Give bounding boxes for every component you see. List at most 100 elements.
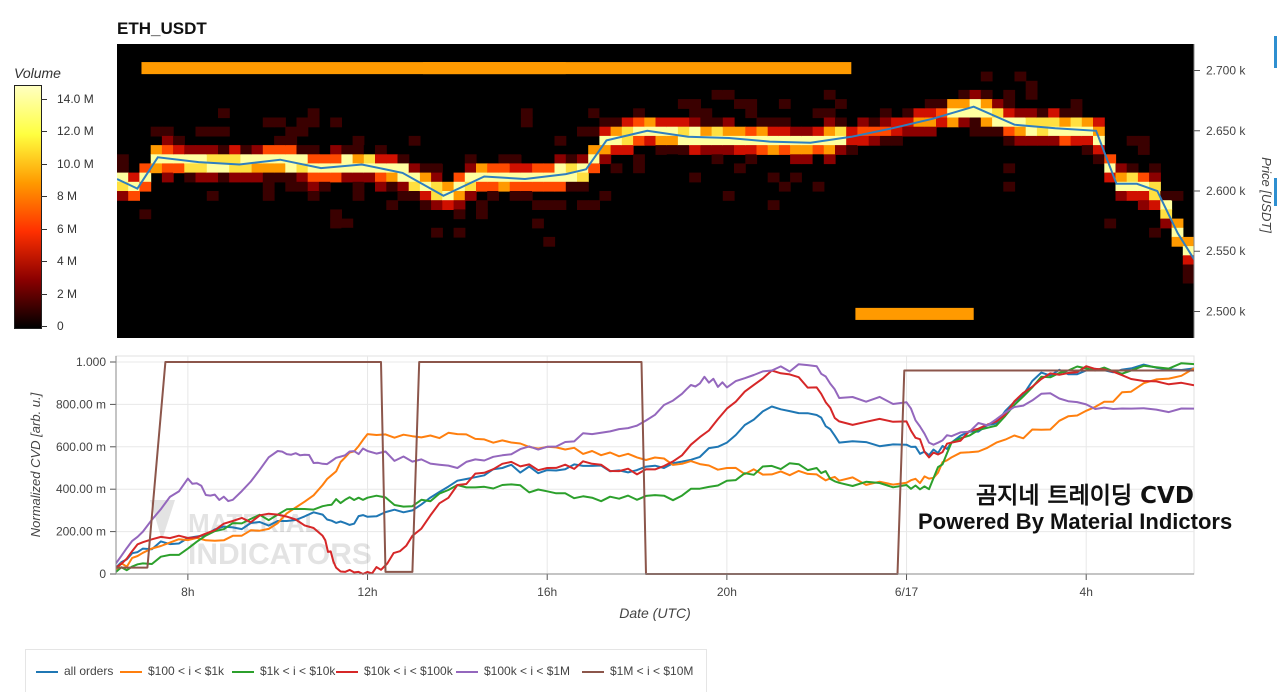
heatmap-cell [588, 163, 600, 174]
heatmap-cell [318, 181, 331, 192]
heatmap-cell [599, 108, 612, 119]
heatmap-cell [958, 99, 971, 109]
heatmap-cell [588, 108, 600, 119]
heatmap-cell [644, 117, 657, 128]
heatmap-cell [419, 172, 432, 183]
heatmap-cell [947, 117, 959, 128]
heatmap-cell [666, 117, 679, 128]
heatmap-cell [543, 172, 556, 183]
heatmap-cell [352, 135, 365, 146]
legend-swatch [456, 670, 478, 673]
heatmap-cell [1126, 163, 1139, 174]
heatmap-cell [936, 117, 948, 128]
colorbar-tick-label: 4 M [57, 254, 78, 269]
heatmap-cell [218, 145, 230, 155]
heatmap-cell [565, 172, 578, 183]
legend-item[interactable]: $1M < i < $10M [582, 664, 693, 678]
heatmap-cell [509, 163, 522, 174]
heatmap-cell [431, 172, 443, 183]
heatmap-cell [913, 108, 926, 119]
heatmap-cell [767, 200, 780, 210]
heatmap-cell [1025, 80, 1038, 91]
heatmap-cell [464, 191, 477, 201]
heatmap-cell [431, 191, 443, 201]
heatmap-cell [285, 154, 298, 165]
heatmap-cell [1115, 191, 1128, 201]
heatmap-cell [274, 209, 286, 220]
heatmap-cell [711, 145, 724, 155]
heatmap-cell [588, 126, 600, 137]
heatmap-cell [453, 200, 466, 210]
heatmap-cell [408, 181, 421, 192]
colorbar-tick-mark [41, 196, 47, 198]
heatmap-cell [117, 181, 129, 192]
price-heatmap: 2.500 k 2.550 k 2.600 k 2.650 k 2.700 k Pric… [117, 44, 1274, 338]
heatmap-cell [879, 117, 892, 128]
heatmap-cell [565, 181, 578, 192]
heatmap-cell [846, 126, 858, 137]
heatmap-cell [229, 163, 241, 174]
heatmap-cell [1070, 126, 1083, 137]
heatmap-cell [554, 181, 567, 192]
cvd-y-tick-label: 600.00 m [56, 440, 106, 454]
heatmap-cell [318, 154, 331, 165]
heatmap-y-tick-label: 2.500 k [1206, 304, 1246, 318]
heatmap-cell [161, 145, 174, 155]
heatmap-cell [1059, 135, 1072, 146]
colorbar-tick-mark [41, 99, 47, 100]
heatmap-cell [184, 172, 197, 183]
cvd-x-tick-label: 20h [717, 585, 737, 599]
heatmap-cell [419, 191, 432, 201]
heatmap-cell [756, 126, 769, 137]
heatmap-cell [1160, 218, 1173, 229]
heatmap-cell [520, 181, 533, 192]
heatmap-cell [1048, 117, 1060, 128]
heatmap-cell [464, 181, 477, 192]
heatmap-cell [240, 163, 253, 174]
heatmap-cell [980, 117, 993, 128]
heatmap-cell [980, 99, 993, 109]
heatmap-cell [262, 154, 275, 165]
heatmap-cell [1137, 145, 1150, 155]
heatmap-cell [577, 126, 589, 137]
heatmap-cell [262, 117, 275, 128]
heatmap-cell [352, 145, 365, 155]
heatmap-cell [464, 154, 477, 165]
heatmap-cell [722, 145, 735, 155]
heatmap-cell [262, 191, 275, 201]
cvd-series-line [116, 363, 1194, 564]
heatmap-cell [924, 126, 937, 137]
heatmap-cell [520, 191, 533, 201]
legend-item[interactable]: $100 < i < $1k [120, 664, 224, 678]
legend-swatch [582, 670, 604, 673]
legend-item[interactable]: all orders [36, 664, 113, 678]
heatmap-cell [251, 154, 264, 165]
heatmap-cell [1182, 236, 1194, 247]
heatmap-cell [296, 181, 309, 192]
heatmap-cell [285, 126, 298, 137]
legend-item[interactable]: $1k < i < $10k [232, 664, 335, 678]
legend-item[interactable]: $10k < i < $100k [336, 664, 453, 678]
heatmap-cell [666, 145, 679, 155]
heatmap-cell [487, 163, 499, 174]
legend-item[interactable]: $100k < i < $1M [456, 664, 570, 678]
heatmap-cell [1048, 135, 1060, 146]
heatmap-cell [543, 236, 556, 247]
heatmap-cell [655, 117, 668, 128]
heatmap-cell [812, 145, 825, 155]
heatmap-cell [767, 172, 780, 183]
heatmap-cell [778, 99, 791, 109]
heatmap-cell [857, 126, 870, 137]
heatmap-cell [700, 135, 713, 146]
heatmap-cell [554, 200, 567, 210]
heatmap-cell [1149, 200, 1161, 210]
heatmap-cell [1126, 135, 1139, 146]
heatmap-cell [891, 117, 903, 128]
heatmap-cell [924, 99, 937, 109]
heatmap-cell [285, 163, 298, 174]
heatmap-cell [543, 181, 556, 192]
heatmap-cell [285, 181, 298, 192]
heatmap-cell [352, 181, 365, 192]
heatmap-cell [677, 145, 690, 155]
heatmap-cell [599, 191, 612, 201]
